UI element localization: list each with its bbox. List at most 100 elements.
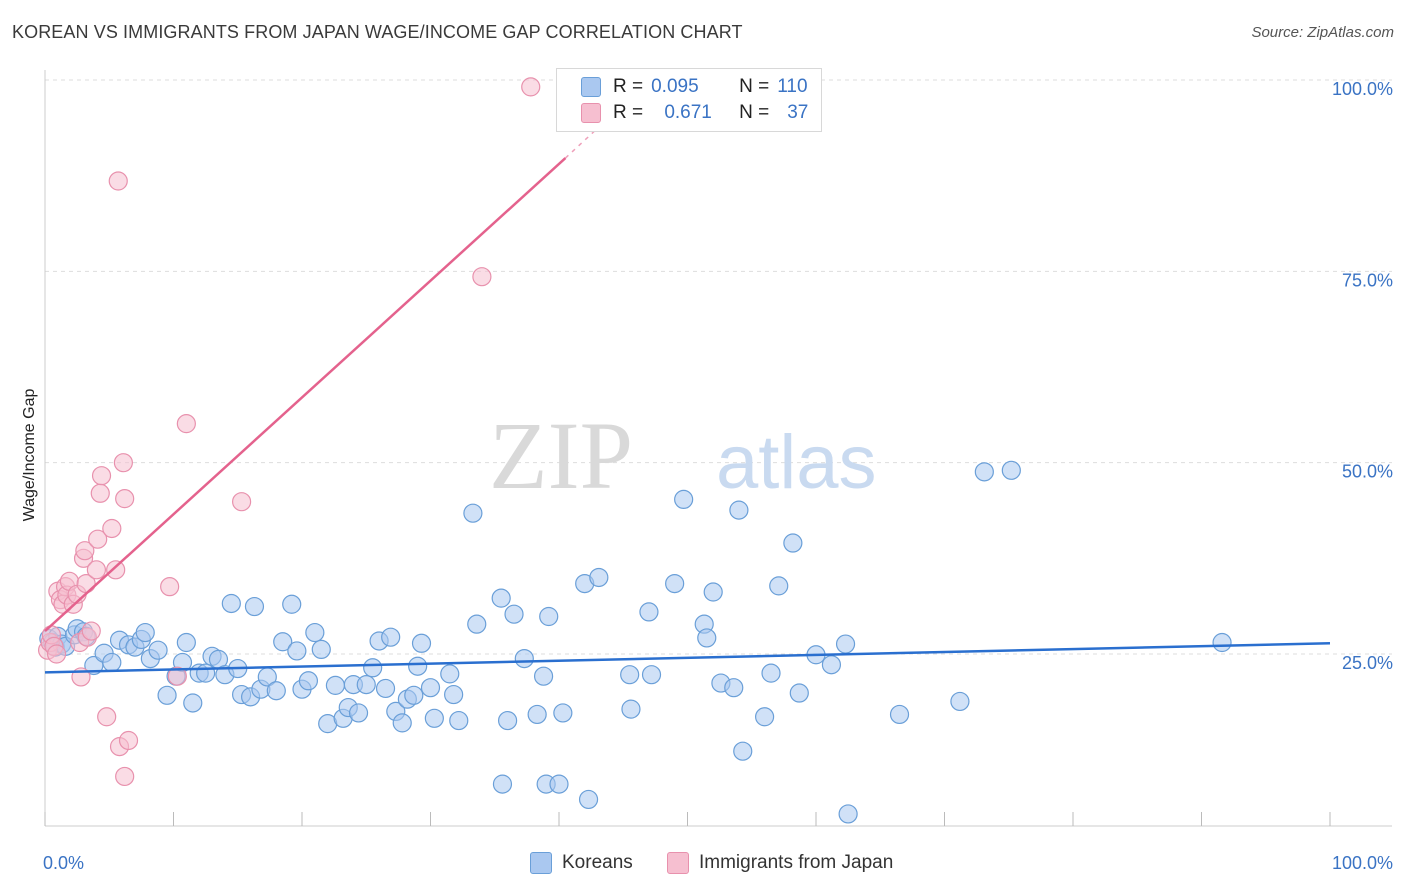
korean-point — [287, 641, 307, 661]
korean-point — [703, 582, 723, 602]
japan-point — [86, 560, 107, 580]
korean-point — [305, 622, 325, 643]
korean-point — [411, 633, 432, 653]
japan-point — [46, 644, 67, 664]
japan-point — [472, 267, 492, 287]
korean-point — [381, 627, 401, 647]
korean-point — [221, 593, 241, 614]
japan-point — [115, 489, 135, 509]
y-tick-label: 50.0% — [1342, 462, 1393, 482]
japan-point — [118, 730, 139, 751]
korean-point — [674, 489, 694, 510]
korean-point — [282, 594, 302, 614]
korean-point — [697, 628, 717, 648]
japan-point — [113, 453, 133, 473]
korean-point — [620, 665, 640, 685]
korean-point — [348, 703, 369, 723]
korean-point — [375, 678, 396, 699]
korean-point — [356, 675, 376, 695]
korean-point — [266, 681, 286, 701]
korean-trend-line — [44, 642, 1331, 674]
legend-n-value: 110 — [777, 76, 808, 97]
axis-layer — [44, 70, 1392, 827]
korean-point — [789, 683, 809, 703]
trend-layer — [44, 125, 1331, 674]
legend-swatch-japan — [581, 103, 601, 123]
legend-swatch-koreans — [581, 77, 601, 97]
korean-point — [420, 678, 441, 698]
korean-point — [729, 500, 749, 520]
korean-point — [783, 533, 803, 553]
legend-r-value: 0.671 — [664, 102, 712, 123]
legend-swatch-japan — [667, 852, 689, 874]
korean-point — [135, 622, 155, 643]
watermark-atlas: atlas — [716, 420, 877, 505]
source-label: Source: ZipAtlas.com — [1251, 24, 1394, 41]
legend-item-japan[interactable]: Immigrants from Japan — [667, 852, 893, 874]
legend-n-label: N = — [739, 76, 770, 97]
grid-layer — [45, 79, 1392, 655]
japan-point — [102, 518, 122, 539]
korean-point — [196, 663, 216, 683]
korean-point — [835, 634, 856, 654]
korean-point — [724, 678, 744, 698]
korean-point — [553, 703, 573, 723]
japan-trend-line — [44, 157, 567, 632]
korean-point — [492, 774, 513, 794]
korean-point — [157, 685, 177, 705]
korean-point — [467, 614, 487, 634]
korean-point — [527, 704, 547, 725]
korean-point — [444, 684, 464, 705]
korean-point — [838, 804, 858, 824]
points-layer — [37, 77, 1232, 824]
legend-label-koreans: Koreans — [562, 852, 633, 873]
watermark: ZIP atlas — [489, 402, 877, 509]
korean-point — [514, 648, 534, 669]
japan-point — [160, 577, 180, 597]
korean-point — [440, 664, 460, 684]
korean-point — [761, 663, 781, 683]
korean-point — [363, 658, 383, 678]
korean-point — [754, 707, 775, 727]
korean-point — [1001, 460, 1021, 480]
korean-point — [621, 699, 641, 719]
korean-point — [298, 671, 319, 691]
korean-point — [498, 710, 518, 731]
legend-r-label: R = — [613, 76, 644, 97]
korean-point — [589, 567, 609, 588]
watermark-zip: ZIP — [489, 402, 633, 509]
korean-point — [408, 656, 428, 676]
korean-point — [665, 573, 685, 594]
korean-point — [183, 693, 203, 713]
japan-point — [176, 414, 196, 434]
korean-point — [641, 665, 662, 685]
korean-point — [504, 604, 524, 624]
korean-point — [463, 503, 483, 523]
korean-point — [273, 632, 293, 652]
legend-r-label: R = — [613, 102, 644, 123]
korean-point — [578, 789, 599, 810]
correlation-legend: R = 0.095 N = 110 R = 0.671 N = 37 — [556, 68, 822, 132]
korean-point — [549, 774, 569, 794]
y-tick-label: 25.0% — [1342, 653, 1393, 673]
japan-point — [108, 171, 128, 191]
legend-r-value: 0.095 — [651, 76, 699, 97]
korean-point — [404, 685, 424, 705]
legend-item-koreans[interactable]: Koreans — [530, 852, 633, 874]
japan-point — [81, 621, 101, 641]
japan-point — [91, 466, 112, 486]
legend-n-value: 37 — [787, 102, 809, 123]
legend-label-japan: Immigrants from Japan — [699, 852, 894, 873]
korean-point — [974, 462, 994, 482]
japan-point — [232, 492, 252, 512]
korean-point — [821, 655, 842, 675]
x-tick-label: 0.0% — [43, 853, 84, 873]
japan-point — [106, 560, 126, 580]
korean-point — [176, 632, 196, 653]
korean-point — [889, 704, 910, 725]
japan-point — [90, 483, 110, 503]
korean-point — [491, 588, 511, 608]
y-tick-label: 100.0% — [1332, 79, 1393, 99]
korean-point — [769, 576, 789, 596]
